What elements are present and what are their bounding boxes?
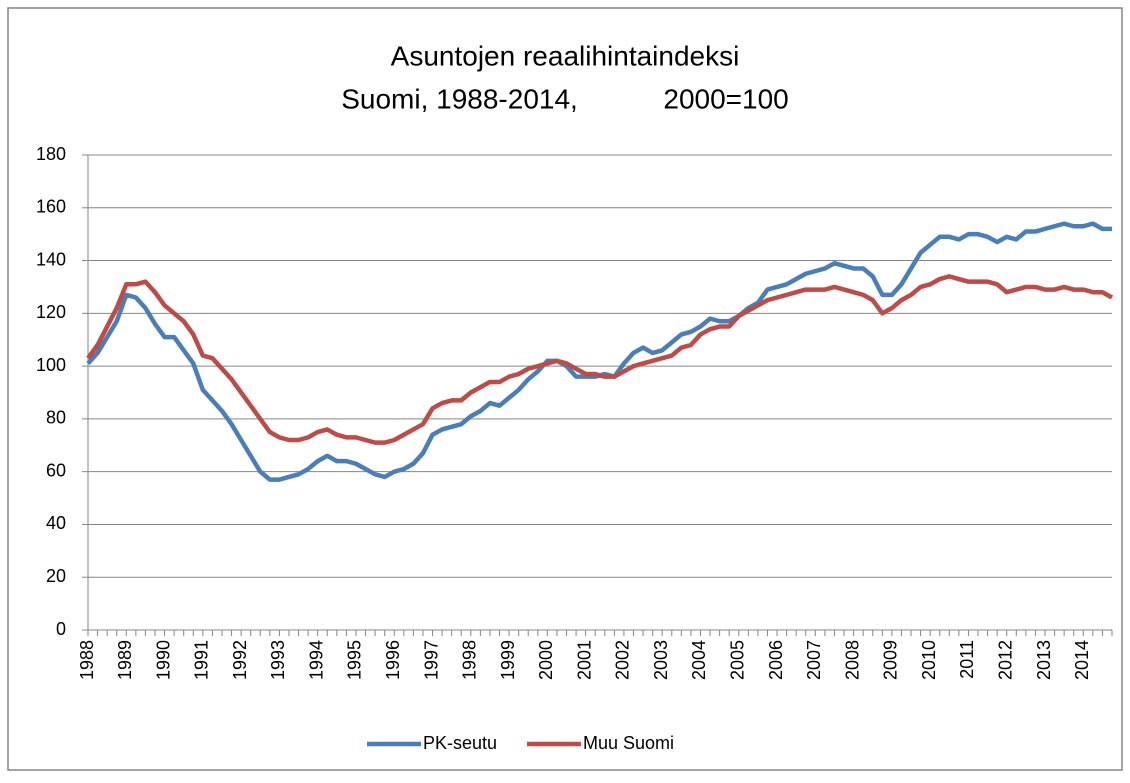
x-tick-label: 1990 <box>153 640 173 680</box>
x-tick-label: 2014 <box>1072 640 1092 680</box>
x-tick-label: 2008 <box>842 640 862 680</box>
chart-border <box>7 7 1123 771</box>
x-tick-label: 2004 <box>689 640 709 680</box>
x-tick-label: 2013 <box>1034 640 1054 680</box>
y-tick-label: 60 <box>46 460 66 480</box>
x-tick-label: 1992 <box>230 640 250 680</box>
x-tick-label: 2001 <box>574 640 594 680</box>
y-tick-label: 20 <box>46 566 66 586</box>
x-tick-label: 1989 <box>115 640 135 680</box>
y-tick-label: 140 <box>36 249 66 269</box>
chart-title: Asuntojen reaalihintaindeksi <box>391 40 740 71</box>
x-tick-label: 2009 <box>881 640 901 680</box>
x-tick-label: 2003 <box>651 640 671 680</box>
x-tick-label: 2002 <box>613 640 633 680</box>
x-tick-label: 1999 <box>498 640 518 680</box>
x-tick-label: 2011 <box>957 640 977 679</box>
legend-label: Muu Suomi <box>583 733 674 753</box>
x-tick-label: 2012 <box>995 640 1015 680</box>
x-tick-label: 1988 <box>77 640 97 680</box>
x-tick-label: 1991 <box>192 640 212 680</box>
x-tick-label: 1998 <box>460 640 480 680</box>
series-line <box>86 274 1114 445</box>
x-tick-label: 1994 <box>306 640 326 680</box>
x-tick-label: 1996 <box>383 640 403 680</box>
chart-subtitle: Suomi, 1988-2014, 2000=100 <box>341 83 789 114</box>
x-tick-label: 2007 <box>804 640 824 680</box>
y-tick-label: 120 <box>36 302 66 322</box>
x-tick-label: 1995 <box>345 640 365 680</box>
y-tick-label: 100 <box>36 355 66 375</box>
legend-label: PK-seutu <box>423 733 497 753</box>
x-tick-label: 1997 <box>421 640 441 680</box>
y-tick-label: 40 <box>46 513 66 533</box>
x-tick-label: 2006 <box>766 640 786 680</box>
x-tick-label: 2000 <box>536 640 556 680</box>
y-tick-label: 160 <box>36 197 66 217</box>
x-tick-label: 2010 <box>919 640 939 680</box>
y-tick-label: 0 <box>56 619 66 639</box>
y-tick-label: 180 <box>36 144 66 164</box>
x-tick-label: 1993 <box>268 640 288 680</box>
y-tick-label: 80 <box>46 408 66 428</box>
x-tick-label: 2005 <box>728 640 748 680</box>
